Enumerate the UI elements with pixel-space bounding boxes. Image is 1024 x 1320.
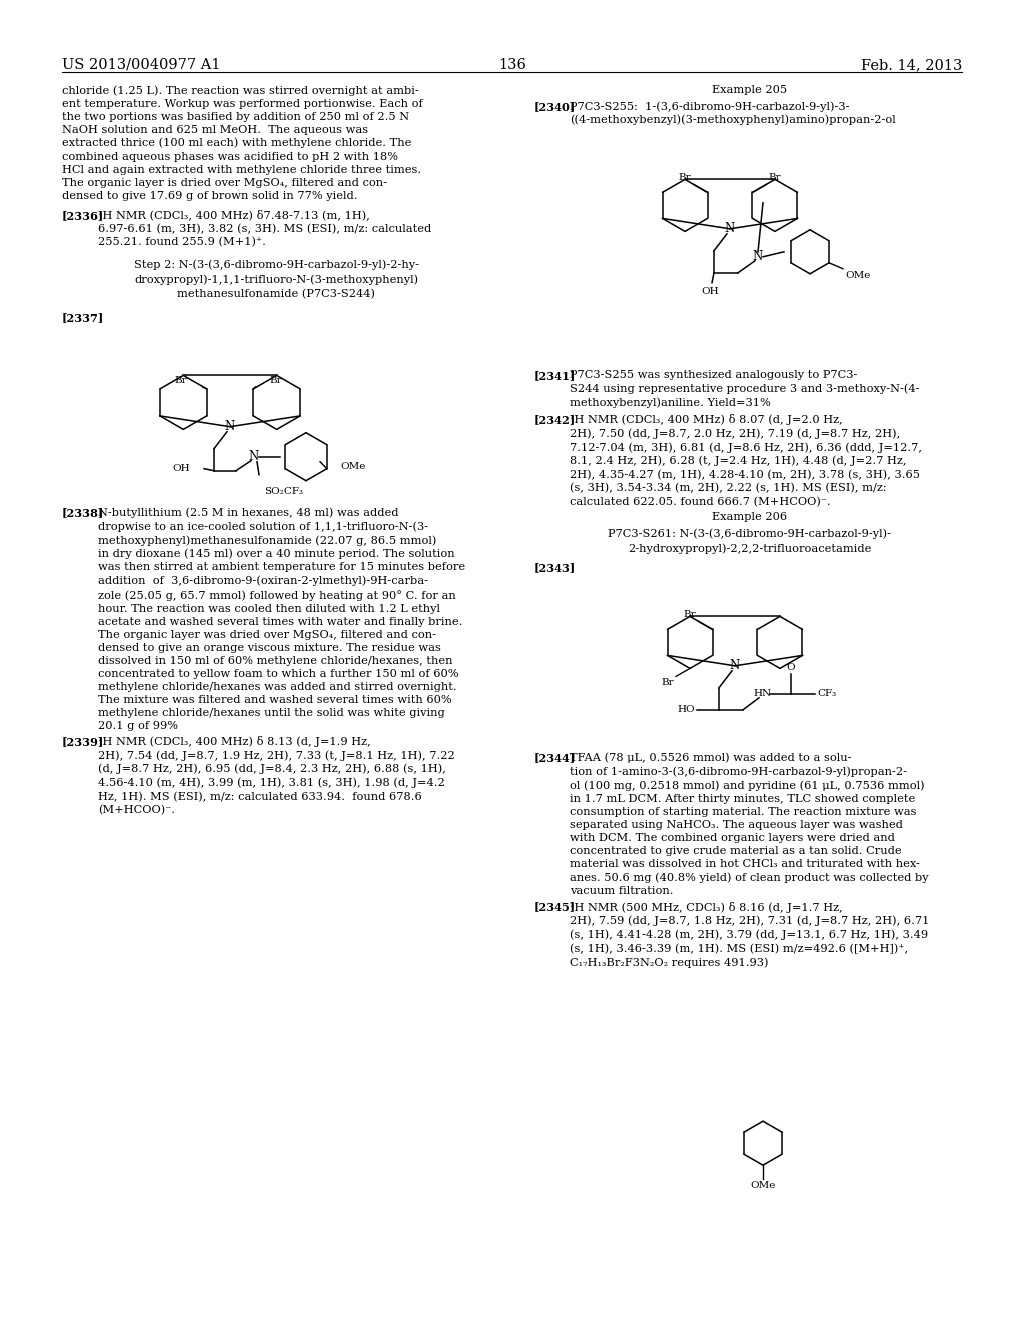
Text: [2344]: [2344]	[534, 752, 577, 763]
Text: OH: OH	[172, 465, 190, 473]
Text: HO: HO	[677, 705, 695, 714]
Text: Br: Br	[174, 376, 186, 385]
Text: ¹H NMR (CDCl₃, 400 MHz) δ7.48-7.13 (m, 1H),
6.97-6.61 (m, 3H), 3.82 (s, 3H). MS : ¹H NMR (CDCl₃, 400 MHz) δ7.48-7.13 (m, 1…	[98, 210, 431, 248]
Text: [2343]: [2343]	[534, 562, 577, 573]
Text: OMe: OMe	[340, 462, 366, 471]
Text: N: N	[753, 251, 763, 263]
Text: [2345]: [2345]	[534, 902, 577, 912]
Text: SO₂CF₃: SO₂CF₃	[264, 487, 303, 496]
Text: Feb. 14, 2013: Feb. 14, 2013	[860, 58, 962, 73]
Text: CF₃: CF₃	[817, 689, 837, 698]
Text: Example 205: Example 205	[713, 84, 787, 95]
Text: Br: Br	[684, 610, 696, 619]
Text: ¹H NMR (CDCl₃, 400 MHz) δ 8.07 (d, J=2.0 Hz,
2H), 7.50 (dd, J=8.7, 2.0 Hz, 2H), : ¹H NMR (CDCl₃, 400 MHz) δ 8.07 (d, J=2.0…	[570, 414, 922, 507]
Text: [2337]: [2337]	[62, 313, 104, 323]
Text: [2338]: [2338]	[62, 507, 104, 519]
Text: [2341]: [2341]	[534, 371, 577, 381]
Text: O: O	[786, 663, 796, 672]
Text: Step 2: N-(3-(3,6-dibromo-9H-carbazol-9-yl)-2-hy-
droxypropyl)-1,1,1-trifluoro-N: Step 2: N-(3-(3,6-dibromo-9H-carbazol-9-…	[133, 260, 419, 300]
Text: [2339]: [2339]	[62, 735, 104, 747]
Text: 136: 136	[498, 58, 526, 73]
Text: Br: Br	[679, 173, 691, 182]
Text: Br: Br	[662, 678, 674, 688]
Text: [2340]: [2340]	[534, 102, 577, 112]
Text: chloride (1.25 L). The reaction was stirred overnight at ambi-
ent temperature. : chloride (1.25 L). The reaction was stir…	[62, 84, 423, 201]
Text: N: N	[725, 222, 735, 235]
Text: P7C3-S261: N-(3-(3,6-dibromo-9H-carbazol-9-yl)-
2-hydroxypropyl)-2,2,2-trifluoro: P7C3-S261: N-(3-(3,6-dibromo-9H-carbazol…	[608, 528, 892, 554]
Text: Example 206: Example 206	[713, 512, 787, 523]
Text: OH: OH	[701, 286, 719, 296]
Text: US 2013/0040977 A1: US 2013/0040977 A1	[62, 58, 220, 73]
Text: [2342]: [2342]	[534, 414, 577, 425]
Text: N: N	[249, 450, 259, 463]
Text: ¹H NMR (CDCl₃, 400 MHz) δ 8.13 (d, J=1.9 Hz,
2H), 7.54 (dd, J=8.7, 1.9 Hz, 2H), : ¹H NMR (CDCl₃, 400 MHz) δ 8.13 (d, J=1.9…	[98, 735, 455, 816]
Text: Br: Br	[768, 173, 781, 182]
Text: OMe: OMe	[845, 271, 870, 280]
Text: ¹H NMR (500 MHz, CDCl₃) δ 8.16 (d, J=1.7 Hz,
2H), 7.59 (dd, J=8.7, 1.8 Hz, 2H), : ¹H NMR (500 MHz, CDCl₃) δ 8.16 (d, J=1.7…	[570, 902, 930, 968]
Text: [2336]: [2336]	[62, 210, 104, 220]
Text: N-butyllithium (2.5 M in hexanes, 48 ml) was added
dropwise to an ice-cooled sol: N-butyllithium (2.5 M in hexanes, 48 ml)…	[98, 507, 465, 731]
Text: TFAA (78 μL, 0.5526 mmol) was added to a solu-
tion of 1-amino-3-(3,6-dibromo-9H: TFAA (78 μL, 0.5526 mmol) was added to a…	[570, 752, 929, 896]
Text: N: N	[225, 420, 236, 433]
Text: P7C3-S255:  1-(3,6-dibromo-9H-carbazol-9-yl)-3-
((4-methoxybenzyl)(3-methoxyphen: P7C3-S255: 1-(3,6-dibromo-9H-carbazol-9-…	[570, 102, 896, 125]
Text: N: N	[730, 659, 740, 672]
Text: P7C3-S255 was synthesized analogously to P7C3-
S244 using representative procedu: P7C3-S255 was synthesized analogously to…	[570, 371, 920, 408]
Text: Br: Br	[269, 376, 282, 385]
Text: OMe: OMe	[751, 1181, 776, 1191]
Text: HN: HN	[754, 689, 772, 698]
